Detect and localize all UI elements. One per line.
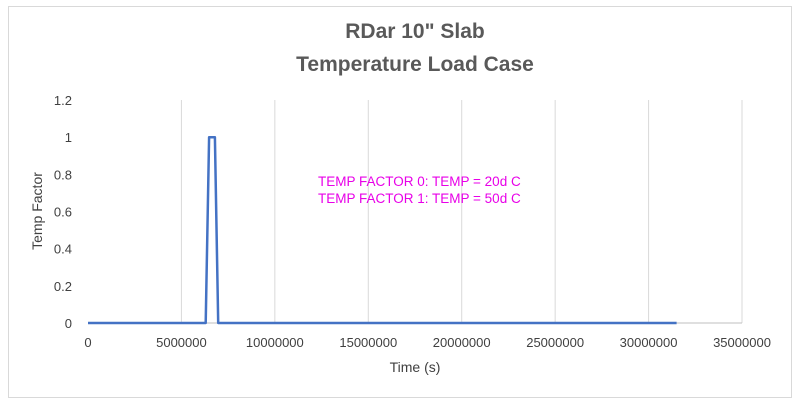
series-layer xyxy=(88,135,677,325)
y-tick-label: 1 xyxy=(65,130,72,145)
x-tick-label: 35000000 xyxy=(713,335,771,350)
x-tick-label: 10000000 xyxy=(246,335,304,350)
x-tick-label: 20000000 xyxy=(433,335,491,350)
x-tick-label: 15000000 xyxy=(339,335,397,350)
x-axis-title: Time (s) xyxy=(390,359,441,375)
annotation-temp-factor-1: TEMP FACTOR 1: TEMP = 50d C xyxy=(318,191,521,206)
grid-lines xyxy=(180,100,743,323)
y-tick-label: 0.6 xyxy=(54,205,72,220)
x-tick-label: 25000000 xyxy=(526,335,584,350)
y-tick-label: 0.8 xyxy=(54,167,72,182)
y-tick-label: 1.2 xyxy=(54,93,72,108)
x-tick-label: 5000000 xyxy=(156,335,207,350)
annotation-temp-factor-0: TEMP FACTOR 0: TEMP = 20d C xyxy=(318,174,521,189)
chart-title-line-1: RDar 10" Slab xyxy=(345,20,485,43)
chart-frame xyxy=(8,6,792,398)
x-tick-label: 0 xyxy=(84,335,91,350)
x-tick-label: 30000000 xyxy=(620,335,678,350)
x-axis-ticks: 0 5000000 10000000 15000000 20000000 25000000… xyxy=(84,335,771,350)
series-line-0 xyxy=(88,135,677,325)
y-tick-label: 0.2 xyxy=(54,279,72,294)
y-tick-label: 0.4 xyxy=(54,242,72,257)
y-axis-ticks: 0 0.2 0.4 0.6 0.8 1 1.2 xyxy=(54,93,72,331)
y-axis-title: Temp Factor xyxy=(29,172,45,250)
y-tick-label: 0 xyxy=(65,316,72,331)
chart-title-line-2: Temperature Load Case xyxy=(296,53,534,76)
